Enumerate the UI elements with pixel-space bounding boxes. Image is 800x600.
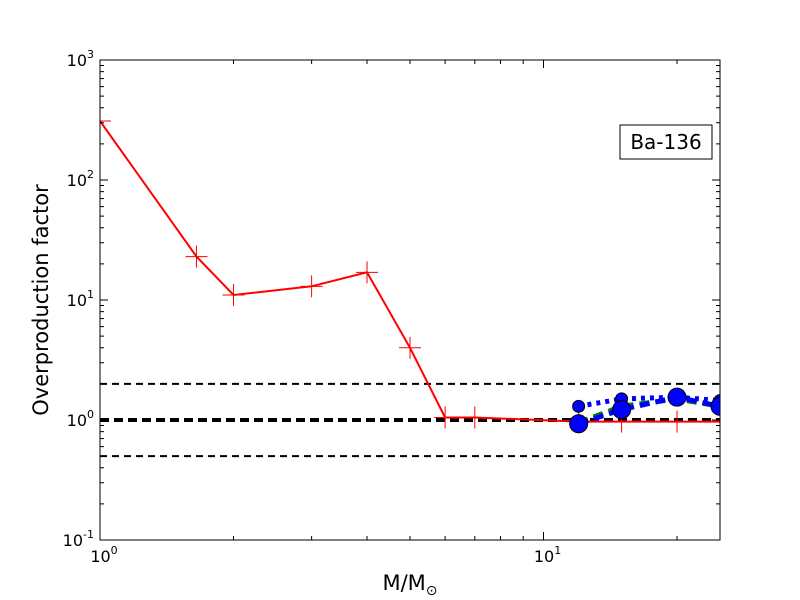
x-tick-label: 100 xyxy=(90,544,117,566)
legend-box: Ba-136 xyxy=(619,124,713,160)
x-tick-label: 101 xyxy=(534,544,561,566)
x-axis-title-subscript: ⊙ xyxy=(426,583,438,599)
plot-background xyxy=(100,60,720,540)
data-point xyxy=(612,400,632,420)
reference-lines xyxy=(100,382,720,458)
data-point xyxy=(100,110,111,133)
series-line-2 xyxy=(578,394,720,409)
legend-frame xyxy=(619,124,713,160)
data-point xyxy=(463,406,486,429)
data-point xyxy=(434,406,457,429)
data-point xyxy=(572,399,586,413)
y-tick-label: 101 xyxy=(67,288,94,310)
data-point xyxy=(222,284,245,307)
y-tick-label: 103 xyxy=(67,48,94,70)
data-point xyxy=(709,410,720,433)
x-axis-title: M/M⊙ xyxy=(382,571,437,599)
data-point xyxy=(667,387,687,407)
y-tick-label: 10-1 xyxy=(63,528,94,550)
y-axis-title: Overproduction factor xyxy=(29,184,53,416)
axis-ticks xyxy=(99,59,720,541)
data-point xyxy=(185,245,208,268)
legend-label: Ba-136 xyxy=(630,130,701,154)
data-point xyxy=(300,275,323,298)
y-tick-label: 102 xyxy=(67,168,94,190)
data-point xyxy=(666,410,689,433)
data-point xyxy=(356,261,379,284)
data-point xyxy=(399,336,421,359)
y-tick-label: 100 xyxy=(67,408,94,430)
data-point xyxy=(569,414,589,434)
series-line-3 xyxy=(577,394,720,427)
data-point xyxy=(710,396,720,416)
series-layer xyxy=(100,110,720,434)
